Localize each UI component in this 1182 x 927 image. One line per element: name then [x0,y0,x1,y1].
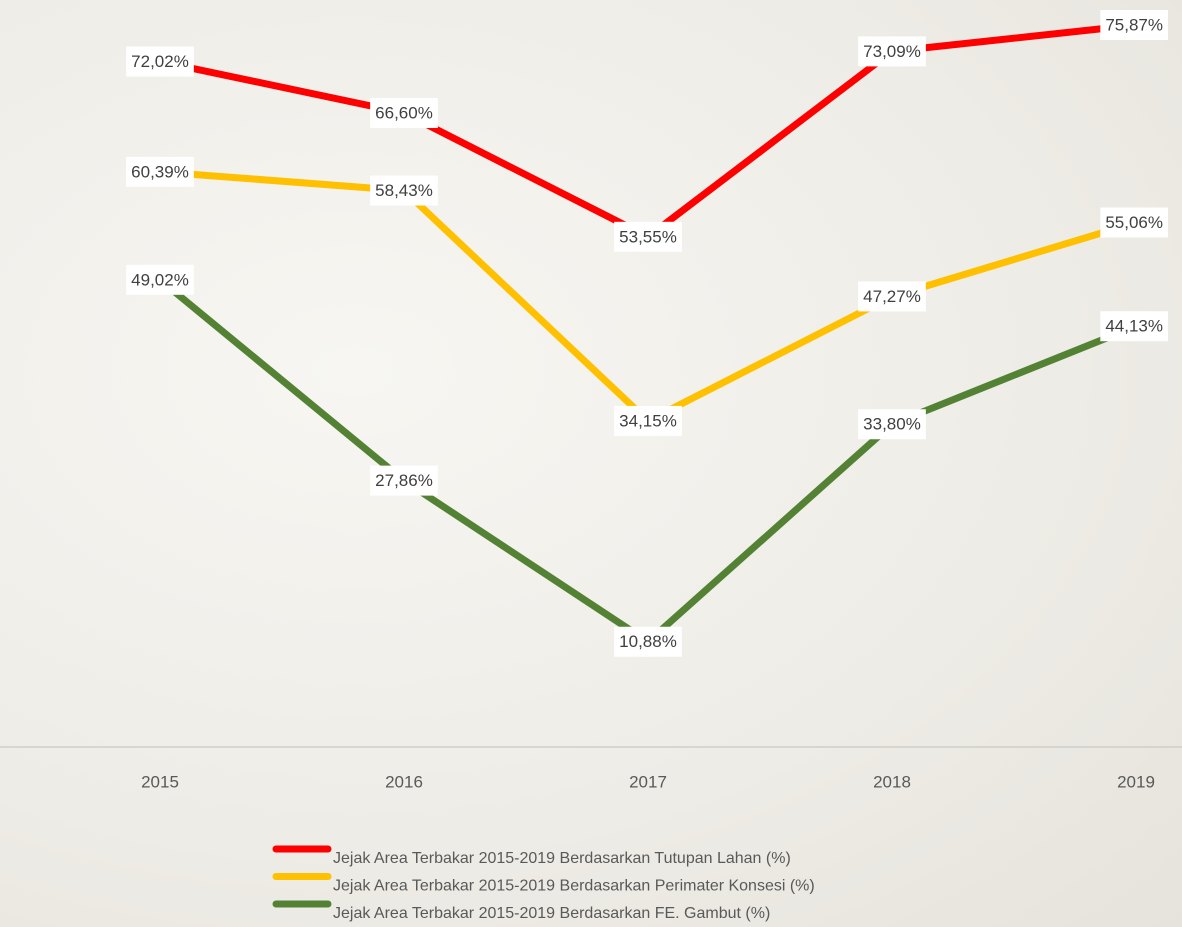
x-tick-label: 2016 [385,772,423,791]
data-label: 55,06% [1105,213,1163,232]
data-label: 27,86% [375,471,433,490]
x-tick-label: 2017 [629,772,667,791]
x-tick-label: 2018 [873,772,911,791]
series-line [159,21,1137,241]
data-label: 60,39% [131,162,189,181]
data-label: 44,13% [1105,317,1163,336]
data-label-box [126,264,194,295]
plot-lines [157,21,1138,646]
data-label-box [1100,207,1168,238]
data-labels: 72,02% 66,60% 53,55% 73,09% 75,87% 60,39% 58,4… [126,10,1168,657]
x-tick-label: 2015 [141,772,179,791]
data-label-box [614,405,682,436]
data-label: 33,80% [863,415,921,434]
data-label-box [858,281,926,312]
data-label-box [858,409,926,440]
data-label-box [614,221,682,252]
data-label: 66,60% [375,103,433,122]
series-line [157,277,1138,646]
data-label: 72,02% [131,52,189,71]
data-label: 58,43% [375,181,433,200]
data-label-box [126,156,194,187]
data-label: 49,02% [131,270,189,289]
data-label: 75,87% [1105,15,1163,34]
data-label-box [370,175,438,206]
legend-label: Jejak Area Terbakar 2015-2019 Berdasarka… [333,905,770,922]
data-label: 10,88% [619,632,677,651]
data-label: 73,09% [863,42,921,61]
data-label: 47,27% [863,287,921,306]
data-label: 34,15% [619,411,677,430]
data-label-box [126,46,194,77]
legend-label: Jejak Area Terbakar 2015-2019 Berdasarka… [333,850,791,867]
data-label-box [614,626,682,657]
legend: Jejak Area Terbakar 2015-2019 Berdasarka… [272,845,815,922]
data-label-box [370,465,438,496]
data-label-box [858,36,926,67]
x-tick-label: 2019 [1117,772,1155,791]
data-label-box [370,97,438,128]
data-label: 53,55% [619,227,677,246]
data-label-box [1100,10,1168,40]
data-label-box [1100,311,1168,342]
legend-label: Jejak Area Terbakar 2015-2019 Berdasarka… [333,878,815,895]
